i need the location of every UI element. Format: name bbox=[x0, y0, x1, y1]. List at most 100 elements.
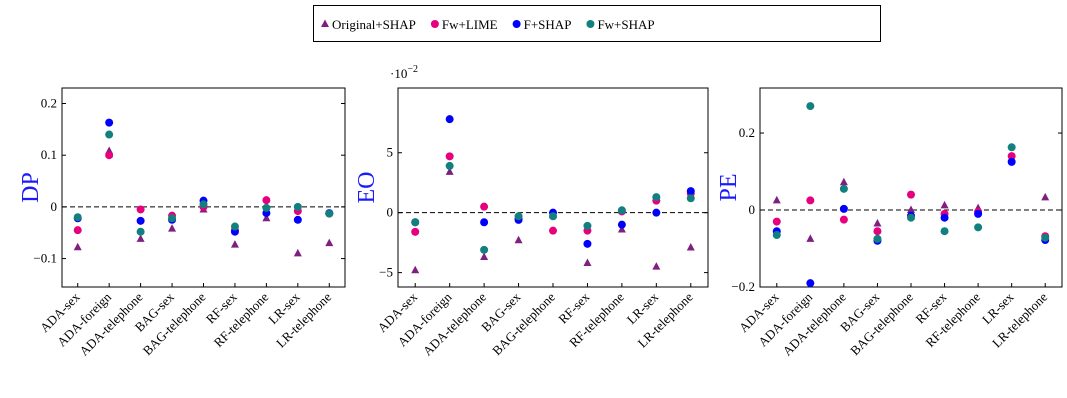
circle-marker bbox=[262, 203, 271, 212]
y-axis-label: DP bbox=[18, 172, 44, 203]
circle-marker bbox=[686, 194, 695, 203]
triangle-marker bbox=[583, 258, 592, 267]
circle-marker bbox=[445, 152, 454, 161]
triangle-marker bbox=[230, 240, 239, 248]
triangle-marker bbox=[321, 19, 329, 27]
series bbox=[411, 152, 695, 236]
triangle-marker bbox=[445, 167, 454, 175]
circle-marker bbox=[1007, 152, 1016, 161]
triangle-marker bbox=[262, 213, 271, 222]
circle-marker bbox=[1007, 157, 1016, 166]
legend-label: Fw+LIME bbox=[442, 17, 498, 32]
circle-marker bbox=[839, 184, 848, 193]
circle-marker bbox=[105, 151, 114, 160]
series bbox=[73, 130, 334, 236]
circle-marker bbox=[293, 215, 302, 224]
triangle-marker bbox=[772, 195, 781, 204]
circle-marker bbox=[262, 196, 271, 205]
circle-marker bbox=[583, 221, 592, 230]
subplot: DP−0.100.10.2ADA-sexADA-foreignADA-telep… bbox=[18, 87, 346, 359]
circle-marker bbox=[480, 245, 489, 254]
y-tick-label: 0.2 bbox=[739, 125, 755, 140]
circle-marker bbox=[230, 222, 239, 231]
y-axis-label: EO bbox=[354, 172, 380, 204]
circle-marker bbox=[772, 231, 781, 240]
circle-marker bbox=[430, 20, 439, 28]
circle-marker bbox=[806, 196, 815, 205]
plot-frame bbox=[759, 87, 1063, 288]
circle-marker bbox=[445, 161, 454, 170]
plot-frame bbox=[397, 87, 709, 288]
series bbox=[772, 102, 1050, 243]
scale-exponent: −2 bbox=[407, 64, 418, 75]
y-tick-label: 0 bbox=[749, 202, 756, 217]
circle-marker bbox=[105, 118, 114, 127]
y-axis-label: PE bbox=[716, 173, 742, 201]
series bbox=[772, 157, 1050, 288]
circle-marker bbox=[806, 102, 815, 111]
y-tick-label: 0.1 bbox=[41, 147, 57, 162]
y-tick-label: 0 bbox=[387, 205, 394, 220]
triangle-marker bbox=[839, 177, 848, 186]
circle-marker bbox=[136, 227, 145, 236]
circle-marker bbox=[1007, 143, 1016, 152]
y-tick-label: 5 bbox=[387, 145, 394, 160]
circle-marker bbox=[549, 212, 557, 221]
circle-marker bbox=[873, 227, 882, 236]
triangle-marker bbox=[136, 234, 145, 242]
circle-marker bbox=[136, 205, 145, 214]
circle-marker bbox=[940, 227, 949, 236]
circle-marker bbox=[105, 130, 114, 139]
circle-marker bbox=[411, 227, 420, 236]
circle-marker bbox=[617, 206, 626, 215]
subplot: PE−0.200.2ADA-sexADA-foreignADA-telephon… bbox=[716, 87, 1063, 359]
y-tick-label: −5 bbox=[379, 265, 393, 280]
circle-marker bbox=[411, 218, 420, 227]
legend-label: Fw+SHAP bbox=[597, 17, 654, 32]
triangle-marker bbox=[686, 242, 695, 251]
circle-marker bbox=[652, 193, 661, 202]
circle-marker bbox=[839, 204, 848, 213]
circle-marker bbox=[514, 212, 523, 221]
circle-marker bbox=[168, 214, 177, 223]
legend-label: Original+SHAP bbox=[332, 17, 416, 32]
triangle-marker bbox=[480, 252, 489, 261]
legend: Original+SHAP Fw+LIME F+SHAP Fw+SHAP bbox=[313, 5, 881, 42]
triangle-marker bbox=[907, 205, 915, 214]
circle-marker bbox=[73, 226, 82, 235]
circle-marker bbox=[1041, 233, 1050, 242]
scale-label: ·10−2 bbox=[390, 64, 418, 81]
triangle-marker bbox=[617, 224, 626, 233]
triangle-marker bbox=[293, 248, 302, 257]
series bbox=[411, 161, 695, 254]
circle-marker bbox=[199, 200, 208, 209]
circle-marker bbox=[974, 223, 983, 232]
circle-marker bbox=[293, 202, 302, 211]
plot-frame bbox=[61, 87, 346, 288]
triangle-marker bbox=[411, 265, 420, 274]
circle-marker bbox=[907, 190, 915, 199]
circle-marker bbox=[73, 213, 82, 222]
triangle-marker bbox=[652, 262, 661, 270]
y-tick-label: 0.2 bbox=[41, 96, 57, 111]
circle-marker bbox=[512, 20, 521, 28]
triangle-marker bbox=[806, 234, 815, 242]
circle-marker bbox=[617, 220, 626, 229]
series bbox=[772, 152, 1050, 241]
y-tick-label: 0 bbox=[51, 199, 58, 214]
circle-marker bbox=[549, 226, 557, 235]
circle-marker bbox=[907, 213, 915, 222]
circle-marker bbox=[480, 218, 489, 227]
circle-marker bbox=[480, 202, 489, 211]
circle-marker bbox=[940, 213, 949, 222]
circle-marker bbox=[772, 217, 781, 226]
circle-marker bbox=[686, 187, 695, 196]
circle-marker bbox=[974, 209, 983, 218]
circle-marker bbox=[873, 234, 882, 243]
circle-marker bbox=[136, 216, 145, 225]
circle-marker bbox=[445, 115, 454, 124]
triangle-marker bbox=[1041, 192, 1050, 201]
circle-marker bbox=[652, 208, 661, 217]
triangle-marker bbox=[873, 218, 882, 227]
